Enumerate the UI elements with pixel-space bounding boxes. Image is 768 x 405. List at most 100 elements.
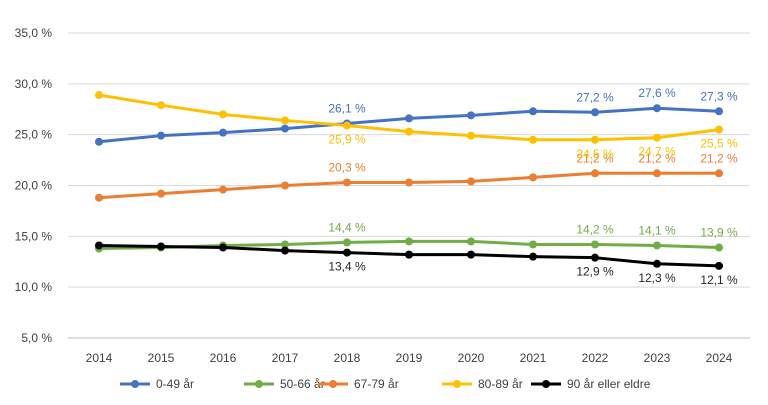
legend-label: 0-49 år: [156, 377, 194, 391]
data-point: [529, 173, 537, 182]
data-point: [281, 116, 289, 125]
data-point: [653, 241, 661, 250]
data-point: [715, 169, 723, 178]
data-point: [653, 104, 661, 113]
data-label: 21,2 %: [700, 151, 738, 165]
x-tick-label: 2024: [706, 351, 733, 365]
data-label: 20,3 %: [328, 160, 366, 174]
x-tick-label: 2017: [272, 351, 299, 365]
y-tick-label: 25,0 %: [15, 128, 53, 142]
data-point: [219, 128, 227, 137]
x-tick-label: 2023: [644, 351, 671, 365]
series-lines: [95, 91, 723, 270]
data-label: 26,1 %: [328, 101, 366, 115]
y-tick-label: 5,0 %: [21, 331, 52, 345]
data-label: 25,9 %: [328, 133, 366, 147]
legend-label: 67-79 år: [354, 377, 399, 391]
legend-label: 80-89 år: [478, 377, 523, 391]
x-tick-label: 2020: [458, 351, 485, 365]
axis-labels: 5,0 % 10,0 % 15,0 % 20,0 % 25,0 % 30,0 % 35,0 …: [15, 26, 733, 365]
legend-marker: [542, 380, 550, 388]
data-point: [591, 108, 599, 117]
data-point: [715, 125, 723, 134]
data-point: [95, 137, 103, 146]
data-label: 24,7 %: [638, 145, 676, 159]
data-point: [343, 248, 351, 257]
data-point: [157, 189, 165, 198]
data-label: 14,1 %: [638, 223, 676, 237]
data-point: [529, 240, 537, 249]
series-line: [98, 106, 720, 144]
x-tick-label: 2015: [148, 351, 175, 365]
data-label: 27,3 %: [700, 89, 738, 103]
data-point: [281, 240, 289, 249]
data-point: [591, 253, 599, 262]
data-label: 14,4 %: [328, 220, 366, 234]
data-point: [219, 243, 227, 252]
data-label: 21,2 %: [638, 151, 676, 165]
y-tick-label: 15,0 %: [15, 229, 53, 243]
data-point: [95, 193, 103, 202]
data-point: [653, 259, 661, 268]
x-tick-label: 2016: [210, 351, 237, 365]
y-tick-label: 10,0 %: [15, 280, 53, 294]
data-point: [157, 101, 165, 110]
y-tick-label: 30,0 %: [15, 77, 53, 91]
legend-marker: [255, 380, 263, 388]
data-point: [281, 124, 289, 133]
data-labels: 26,1 % 27,2 % 27,6 % 27,3 % 14,4 % 14,2 % 14,1…: [328, 86, 738, 287]
data-point: [715, 243, 723, 252]
x-tick-label: 2018: [334, 351, 361, 365]
data-point: [95, 241, 103, 250]
x-tick-label: 2019: [396, 351, 423, 365]
data-label: 12,9 %: [576, 265, 614, 279]
y-tick-label: 20,0 %: [15, 179, 53, 193]
data-point: [405, 250, 413, 259]
y-tick-label: 35,0 %: [15, 26, 53, 40]
data-point: [343, 238, 351, 247]
data-point: [343, 121, 351, 130]
data-label: 24,5 %: [576, 147, 614, 161]
data-point: [281, 181, 289, 190]
data-point: [715, 261, 723, 270]
data-point: [653, 169, 661, 178]
data-label: 27,2 %: [576, 90, 614, 104]
legend: 0-49 år 50-66 år 67-79 år 80-89 år 90 år ell…: [120, 377, 651, 391]
data-point: [467, 111, 475, 120]
data-label: 12,1 %: [700, 273, 738, 287]
data-point: [653, 133, 661, 142]
data-point: [405, 237, 413, 246]
data-point: [591, 135, 599, 144]
legend-marker: [131, 380, 139, 388]
data-label: 13,4 %: [328, 260, 366, 274]
data-point: [405, 127, 413, 136]
legend-label: 50-66 år: [280, 377, 325, 391]
data-point: [467, 250, 475, 259]
legend-marker: [329, 380, 337, 388]
data-point: [529, 107, 537, 116]
data-point: [157, 131, 165, 140]
data-point: [529, 135, 537, 144]
data-point: [467, 237, 475, 246]
data-label: 27,6 %: [638, 86, 676, 100]
data-point: [281, 246, 289, 255]
x-tick-label: 2021: [520, 351, 547, 365]
data-point: [529, 252, 537, 261]
data-point: [95, 91, 103, 100]
data-label: 14,2 %: [576, 222, 614, 236]
data-point: [715, 107, 723, 116]
x-tick-label: 2014: [86, 351, 113, 365]
data-point: [591, 240, 599, 249]
data-point: [343, 178, 351, 187]
x-tick-label: 2022: [582, 351, 609, 365]
data-label: 21,2 %: [576, 151, 614, 165]
data-point: [405, 114, 413, 123]
data-point: [157, 242, 165, 251]
data-label: 25,5 %: [700, 137, 738, 151]
data-point: [405, 178, 413, 187]
data-point: [467, 131, 475, 140]
data-label: 13,9 %: [700, 226, 738, 240]
data-point: [591, 169, 599, 178]
data-point: [219, 110, 227, 119]
